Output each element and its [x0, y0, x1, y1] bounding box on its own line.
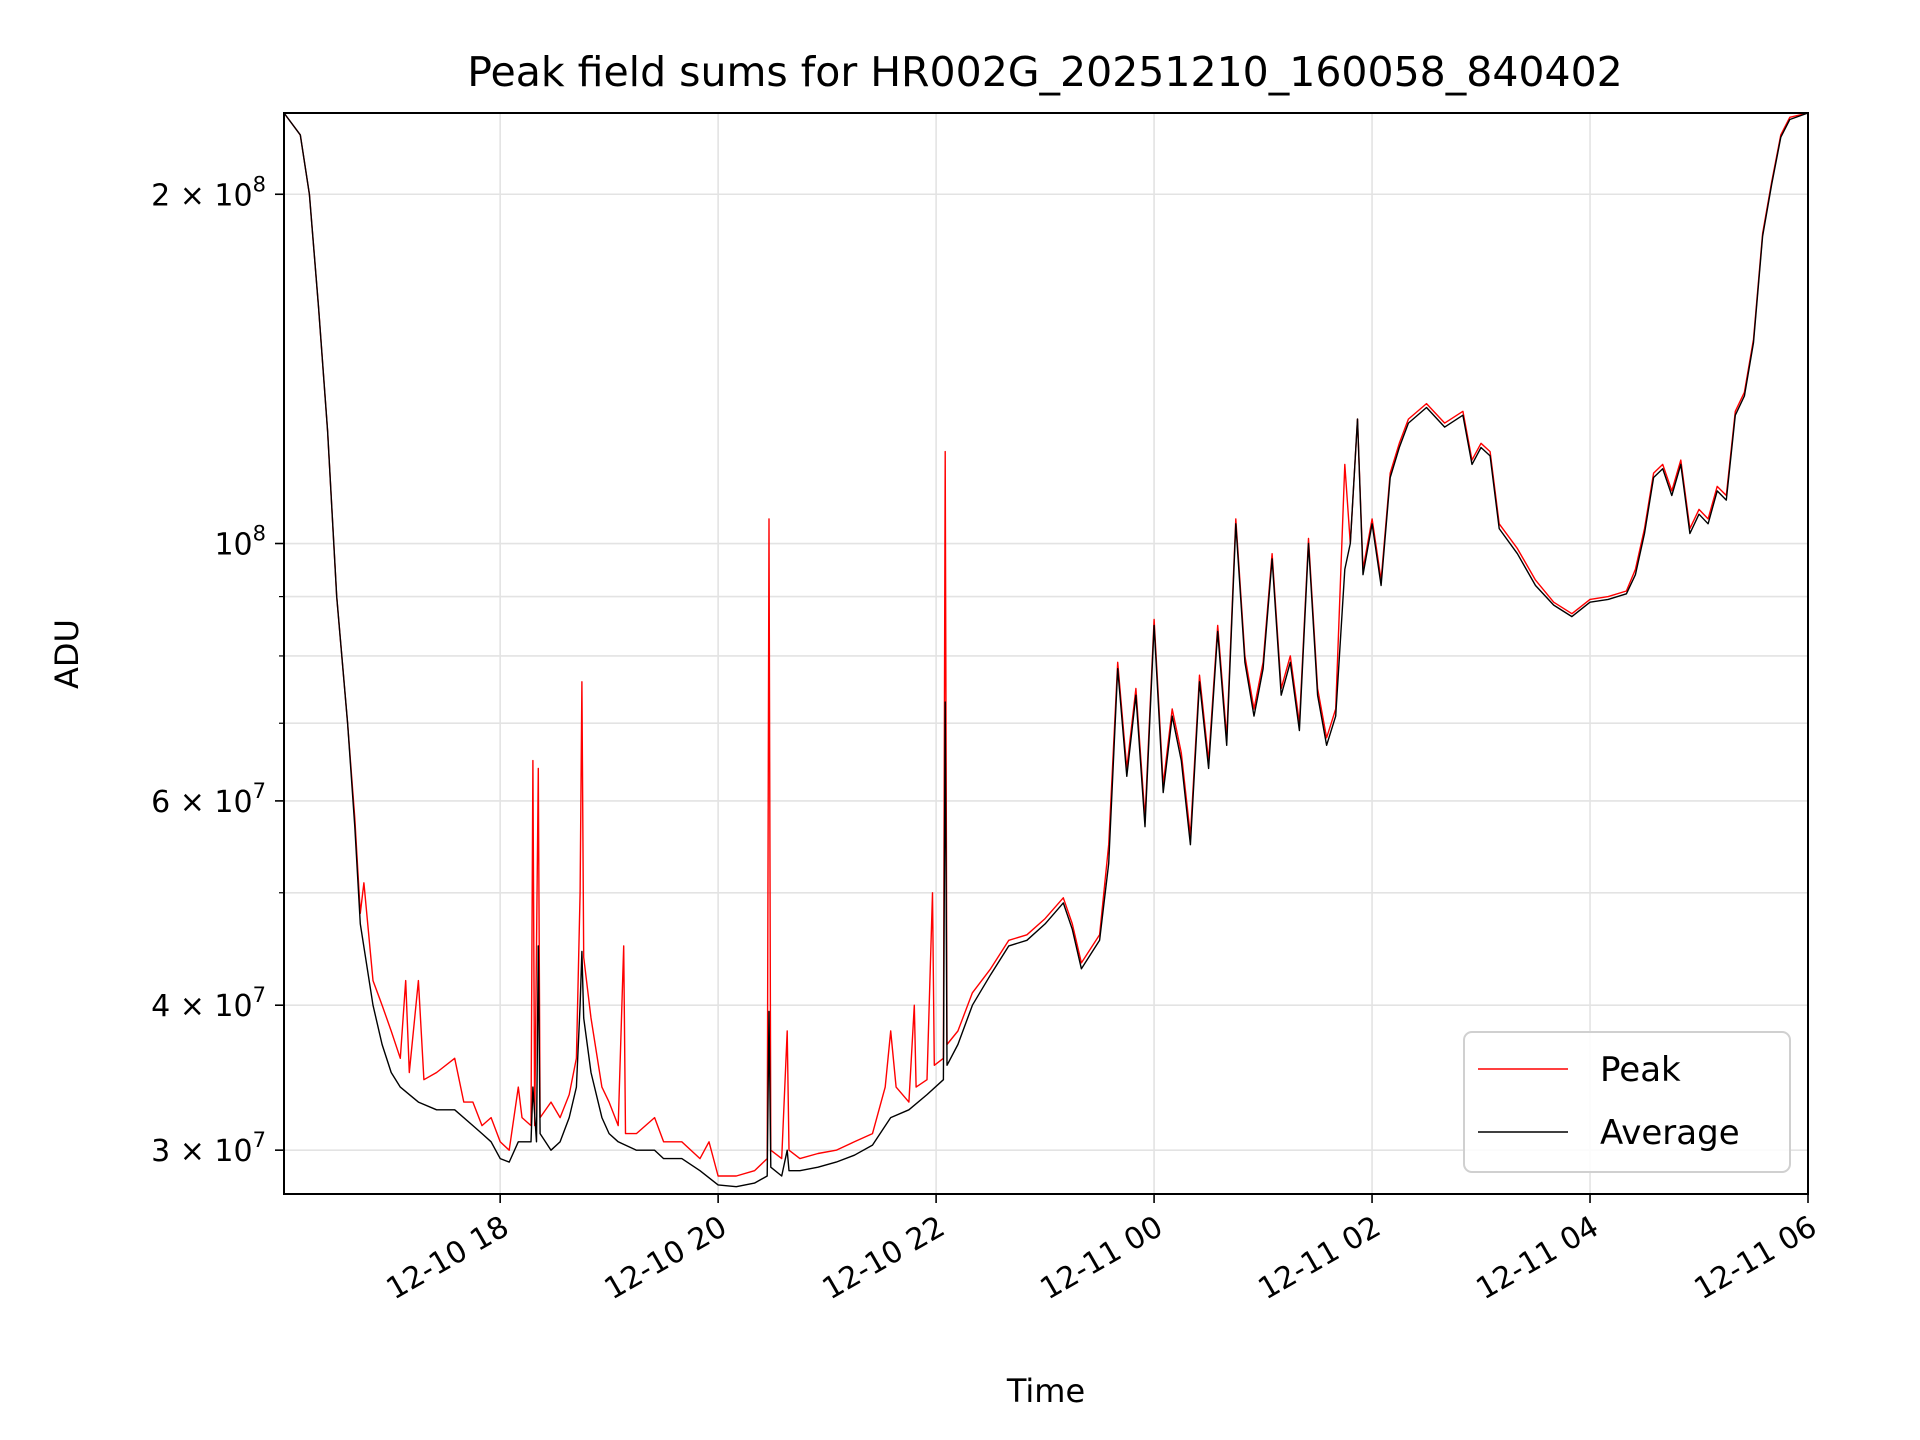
y-tick-exponent: 7 [253, 1128, 266, 1152]
y-tick-exponent: 7 [253, 983, 266, 1007]
y-tick-exponent: 8 [253, 172, 266, 196]
y-tick-base: 4 × 10 [151, 989, 252, 1024]
legend-box [1463, 1031, 1791, 1173]
tick-marks [275, 193, 1809, 1203]
y-tick-label: 4 × 107 [151, 983, 266, 1024]
y-tick-base: 10 [214, 528, 252, 563]
x-axis-label: Time [1006, 1372, 1085, 1410]
grid-lines [284, 113, 1809, 1194]
y-tick-base: 2 × 10 [151, 178, 252, 213]
y-tick-label: 2 × 108 [151, 172, 266, 213]
legend-label-average: Average [1600, 1113, 1740, 1153]
y-axis-label: ADU [48, 619, 86, 689]
y-tick-label: 6 × 107 [151, 779, 266, 820]
y-tick-label: 3 × 107 [151, 1128, 266, 1169]
series-layer [283, 112, 1809, 1188]
y-tick-base: 3 × 10 [151, 1134, 252, 1169]
series-line-peak [283, 112, 1809, 1177]
series-line-average [283, 112, 1809, 1188]
chart-title: Peak field sums for HR002G_20251210_1600… [467, 48, 1623, 96]
legend: Peak Average [1463, 1031, 1791, 1173]
y-tick-label: 108 [214, 522, 266, 563]
y-tick-exponent: 8 [253, 522, 266, 546]
plot-frame [283, 112, 1809, 1195]
y-tick-exponent: 7 [253, 779, 266, 803]
legend-label-peak: Peak [1600, 1050, 1681, 1090]
y-tick-base: 6 × 10 [151, 785, 252, 820]
